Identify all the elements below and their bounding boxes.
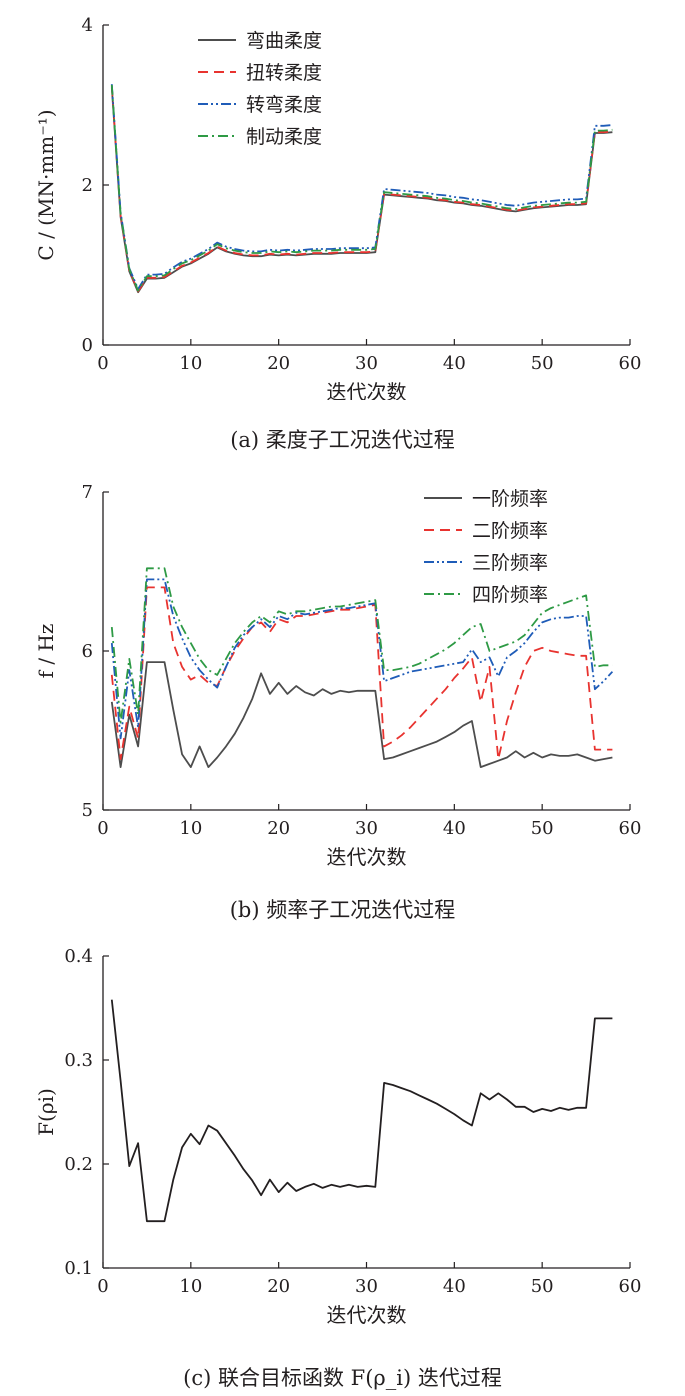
chart-c-y-axis-label: F(ρi) xyxy=(34,1088,58,1136)
chart-a-x-tick-label: 50 xyxy=(531,353,554,374)
chart-b-series-4-line xyxy=(110,567,613,724)
chart-c-y-tick-label: 0.4 xyxy=(64,946,93,967)
chart-a-legend-label: 转弯柔度 xyxy=(246,94,322,116)
chart-b-legend-label: 三阶频率 xyxy=(472,552,548,574)
chart-a: 0 10 20 30 40 50 60 0 2 4 迭代次数 C / (MN·mm⁻¹) 弯曲柔度扭转柔… xyxy=(0,0,685,400)
chart-c-y-tick-label: 0.2 xyxy=(64,1154,93,1175)
chart-c-y-tick-label: 0.1 xyxy=(64,1258,93,1279)
chart-a-legend-label: 扭转柔度 xyxy=(246,62,322,84)
chart-c-x-tick-label: 10 xyxy=(179,1276,202,1297)
chart-a-x-tick-label: 40 xyxy=(443,353,466,374)
chart-a-y-tick-label: 4 xyxy=(82,15,93,36)
chart-c-svg: 0 10 20 30 40 50 60 0.1 0.2 0.3 0.4 迭代次数 F(ρi) xyxy=(34,946,642,1327)
chart-a-x-tick-label: 0 xyxy=(97,353,108,374)
chart-a-svg: 0 10 20 30 40 50 60 0 2 4 迭代次数 C / (MN·mm⁻¹) 弯曲柔度扭转柔… xyxy=(34,15,642,400)
chart-a-caption: (a) 柔度子工况迭代过程 xyxy=(230,428,455,452)
chart-c-x-tick-label: 60 xyxy=(619,1276,642,1297)
chart-a-x-tick-label: 20 xyxy=(267,353,290,374)
chart-b-series-1-line xyxy=(110,661,613,769)
chart-c-x-tick-label: 30 xyxy=(355,1276,378,1297)
chart-b-x-tick-label: 30 xyxy=(355,818,378,839)
chart-b-caption: (b) 频率子工况迭代过程 xyxy=(229,898,456,922)
chart-a-y-tick-label: 0 xyxy=(82,335,93,356)
chart-a-y-axis-label: C / (MN·mm⁻¹) xyxy=(34,109,58,260)
chart-c-y-tick-label: 0.3 xyxy=(64,1050,93,1071)
chart-c: 0 10 20 30 40 50 60 0.1 0.2 0.3 0.4 迭代次数 F(ρi) xyxy=(0,940,685,1352)
chart-c-caption: (c) 联合目标函数 F(ρ_i) 迭代过程 xyxy=(183,1366,502,1390)
chart-a-legend-label: 制动柔度 xyxy=(246,126,322,148)
chart-a-series-3-line xyxy=(110,84,613,290)
chart-c-x-tick-label: 0 xyxy=(97,1276,108,1297)
chart-b-x-tick-label: 20 xyxy=(267,818,290,839)
chart-c-x-tick-label: 20 xyxy=(267,1276,290,1297)
chart-a-series-4-line xyxy=(110,84,613,292)
chart-b-x-axis-label: 迭代次数 xyxy=(327,845,407,869)
chart-b-y-tick-label: 6 xyxy=(82,641,93,662)
chart-b-series-3-line xyxy=(110,578,614,740)
chart-a-x-tick-label: 10 xyxy=(179,353,202,374)
chart-b-y-tick-label: 7 xyxy=(82,482,93,503)
chart-b-series-2-line xyxy=(110,586,613,761)
chart-b-y-tick-label: 5 xyxy=(82,800,93,821)
chart-b-legend-label: 二阶频率 xyxy=(472,520,548,542)
chart-b-x-tick-label: 60 xyxy=(619,818,642,839)
chart-a-x-axis-label: 迭代次数 xyxy=(327,380,407,400)
chart-b-x-tick-label: 40 xyxy=(443,818,466,839)
chart-c-x-axis-label: 迭代次数 xyxy=(327,1303,407,1327)
chart-b-legend-label: 一阶频率 xyxy=(472,488,548,510)
chart-a-y-tick-label: 2 xyxy=(82,175,93,196)
chart-c-x-tick-label: 40 xyxy=(443,1276,466,1297)
chart-c-series-1-line xyxy=(110,999,613,1223)
chart-b-y-axis-label: f / Hz xyxy=(34,624,58,679)
chart-b-x-tick-label: 50 xyxy=(531,818,554,839)
chart-c-x-tick-label: 50 xyxy=(531,1276,554,1297)
chart-b-x-tick-label: 0 xyxy=(97,818,108,839)
chart-a-x-tick-label: 30 xyxy=(355,353,378,374)
chart-b-svg: 0 10 20 30 40 50 60 5 6 7 迭代次数 f / Hz 一阶频率二阶频率三阶频率四阶… xyxy=(34,482,642,869)
chart-b-x-tick-label: 10 xyxy=(179,818,202,839)
chart-b-legend-label: 四阶频率 xyxy=(472,584,548,606)
chart-a-series-2-line xyxy=(110,85,613,293)
chart-a-x-tick-label: 60 xyxy=(619,353,642,374)
chart-b: 0 10 20 30 40 50 60 5 6 7 迭代次数 f / Hz 一阶频率二阶频率三阶频率四阶… xyxy=(0,470,685,878)
chart-a-legend-label: 弯曲柔度 xyxy=(246,30,322,52)
